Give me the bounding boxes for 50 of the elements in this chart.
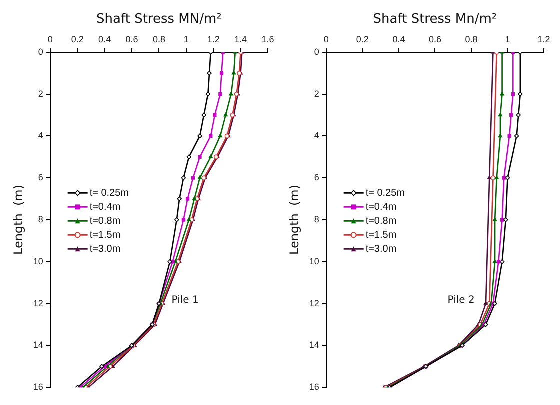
y-tick-label: 14 <box>309 340 320 350</box>
legend-label: t=0.4m <box>90 202 121 213</box>
y-tick-label: 14 <box>33 340 44 350</box>
y-tick-label: 4 <box>38 130 44 141</box>
x-tick-label: 1.2 <box>538 34 550 44</box>
y-tick-label: 2 <box>314 88 320 99</box>
legend-label: t=3.0m <box>366 244 397 255</box>
x-tick-label: 1.6 <box>262 34 274 44</box>
y-tick-label: 16 <box>309 382 320 392</box>
x-tick-label: 0.6 <box>428 34 442 44</box>
x-axis-title: Shaft Stress Mn/m² <box>373 12 498 28</box>
legend-label: t=0.8m <box>366 216 397 227</box>
annotation: Pile 2 <box>448 295 475 306</box>
y-tick-label: 16 <box>33 382 44 392</box>
legend-label: t=0.8m <box>90 216 121 227</box>
y-axis-title: Length (m) <box>11 184 26 256</box>
x-tick-label: 0.6 <box>126 34 138 44</box>
x-tick-label: 1.4 <box>234 34 248 44</box>
y-tick-label: 4 <box>314 130 320 141</box>
annotation: Pile 1 <box>172 295 199 306</box>
y-tick-label: 6 <box>38 172 44 183</box>
y-tick-label: 12 <box>33 298 44 308</box>
x-tick-label: 0.2 <box>356 34 369 44</box>
y-axis-title: Length (m) <box>287 184 302 256</box>
x-tick-label: 0.8 <box>465 34 478 44</box>
y-tick-label: 0 <box>314 46 320 57</box>
x-tick-label: 0 <box>48 34 53 44</box>
legend-label: t= 0.25m <box>90 188 130 199</box>
legend-label: t=3.0m <box>90 244 121 255</box>
legend-label: t=1.5m <box>366 230 397 241</box>
x-tick-label: 0.2 <box>71 34 84 44</box>
x-tick-label: 1 <box>505 34 510 44</box>
y-tick-label: 10 <box>33 256 44 266</box>
x-tick-label: 1 <box>184 34 189 44</box>
x-tick-label: 1.2 <box>207 34 220 44</box>
y-tick-label: 6 <box>314 172 320 183</box>
x-axis-title: Shaft Stress MN/m² <box>96 12 222 28</box>
y-tick-label: 10 <box>309 256 320 266</box>
y-tick-label: 12 <box>309 298 320 308</box>
x-tick-label: 0.4 <box>98 34 112 44</box>
x-tick-label: 0.8 <box>152 34 166 44</box>
y-tick-label: 0 <box>38 46 44 57</box>
x-tick-label: 0.4 <box>392 34 406 44</box>
x-tick-label: 0 <box>324 34 329 44</box>
y-tick-label: 8 <box>38 214 44 224</box>
y-tick-label: 8 <box>314 214 320 224</box>
y-tick-label: 2 <box>38 88 44 99</box>
legend-label: t= 0.25m <box>366 188 406 199</box>
legend-label: t=0.4m <box>366 202 397 213</box>
legend-label: t=1.5m <box>90 230 121 241</box>
